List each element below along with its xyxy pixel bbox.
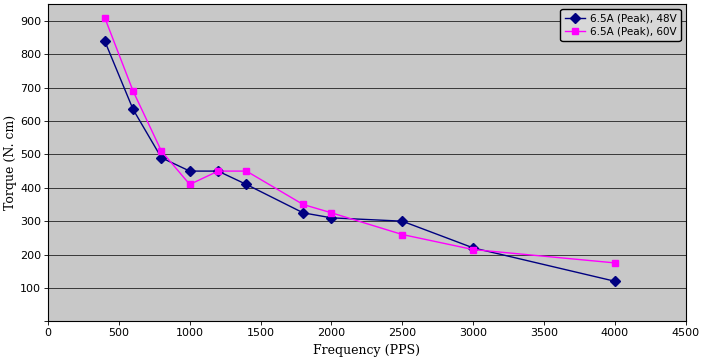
6.5A (Peak), 60V: [299, 202, 308, 206]
6.5A (Peak), 60V: [469, 247, 477, 252]
6.5A (Peak), 60V: [186, 182, 194, 187]
6.5A (Peak), 48V: [469, 246, 477, 250]
6.5A (Peak), 48V: [129, 107, 137, 112]
6.5A (Peak), 48V: [101, 39, 109, 43]
6.5A (Peak), 48V: [398, 219, 406, 223]
X-axis label: Frequency (PPS): Frequency (PPS): [313, 344, 420, 357]
Y-axis label: Torque (N. cm): Torque (N. cm): [4, 115, 17, 210]
6.5A (Peak), 48V: [327, 216, 336, 220]
6.5A (Peak), 60V: [327, 211, 336, 215]
6.5A (Peak), 60V: [610, 261, 619, 265]
Legend: 6.5A (Peak), 48V, 6.5A (Peak), 60V: 6.5A (Peak), 48V, 6.5A (Peak), 60V: [560, 9, 681, 41]
6.5A (Peak), 48V: [214, 169, 222, 173]
6.5A (Peak), 48V: [186, 169, 194, 173]
6.5A (Peak), 48V: [610, 279, 619, 283]
Line: 6.5A (Peak), 60V: 6.5A (Peak), 60V: [101, 14, 618, 266]
6.5A (Peak), 60V: [398, 232, 406, 237]
6.5A (Peak), 60V: [242, 169, 251, 173]
6.5A (Peak), 60V: [129, 89, 137, 93]
6.5A (Peak), 48V: [157, 156, 165, 160]
6.5A (Peak), 60V: [157, 149, 165, 153]
6.5A (Peak), 60V: [101, 16, 109, 20]
6.5A (Peak), 48V: [299, 211, 308, 215]
6.5A (Peak), 48V: [242, 182, 251, 187]
Line: 6.5A (Peak), 48V: 6.5A (Peak), 48V: [101, 38, 618, 285]
6.5A (Peak), 60V: [214, 169, 222, 173]
